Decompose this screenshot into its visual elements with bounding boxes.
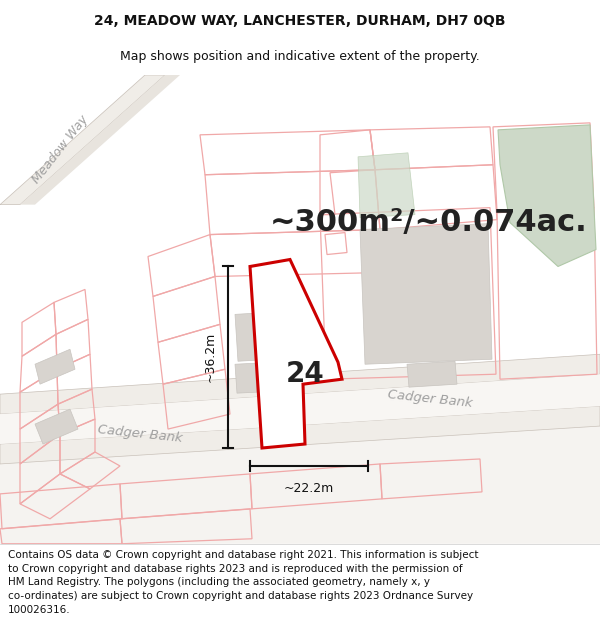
Text: ~36.2m: ~36.2m [203,332,217,382]
Polygon shape [250,259,342,448]
Text: 24: 24 [286,360,325,388]
Polygon shape [0,374,600,444]
Polygon shape [0,426,600,544]
Polygon shape [358,152,415,218]
Polygon shape [498,125,596,266]
Polygon shape [35,409,78,444]
Text: 24, MEADOW WAY, LANCHESTER, DURHAM, DH7 0QB: 24, MEADOW WAY, LANCHESTER, DURHAM, DH7 … [94,14,506,28]
Text: Contains OS data © Crown copyright and database right 2021. This information is : Contains OS data © Crown copyright and d… [8,550,478,614]
Polygon shape [360,224,492,364]
Polygon shape [20,75,180,204]
Text: ~300m²/~0.074ac.: ~300m²/~0.074ac. [270,208,588,237]
Text: Map shows position and indicative extent of the property.: Map shows position and indicative extent… [120,50,480,62]
Polygon shape [0,406,600,464]
Polygon shape [235,363,257,393]
Text: Cadger Bank: Cadger Bank [387,388,473,410]
Text: Meadow Way: Meadow Way [29,113,91,186]
Polygon shape [35,349,75,384]
Polygon shape [235,312,273,361]
Polygon shape [0,75,165,204]
Polygon shape [0,354,600,414]
Polygon shape [407,361,457,387]
Text: ~22.2m: ~22.2m [284,482,334,495]
Text: Cadger Bank: Cadger Bank [97,423,183,445]
